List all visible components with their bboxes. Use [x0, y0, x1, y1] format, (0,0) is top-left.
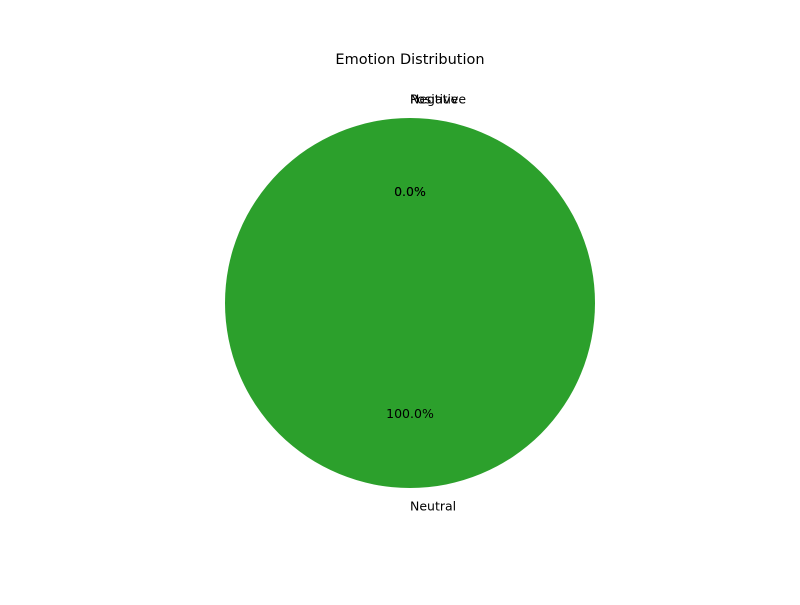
- pie-label-neutral: Neutral: [410, 499, 456, 514]
- pie-label-negative: Negative: [410, 92, 466, 107]
- pie-pct-label-neutral: 100.0%: [386, 406, 434, 421]
- chart-title: Emotion Distribution: [335, 52, 484, 68]
- pie-slices: [225, 118, 595, 488]
- pie-pct-label-negative: 0.0%: [394, 184, 426, 199]
- pie-slice-neutral: [225, 118, 595, 488]
- pie-pct-label-positive: 0.0%: [394, 184, 426, 199]
- pie-label-positive: Positive: [410, 92, 458, 107]
